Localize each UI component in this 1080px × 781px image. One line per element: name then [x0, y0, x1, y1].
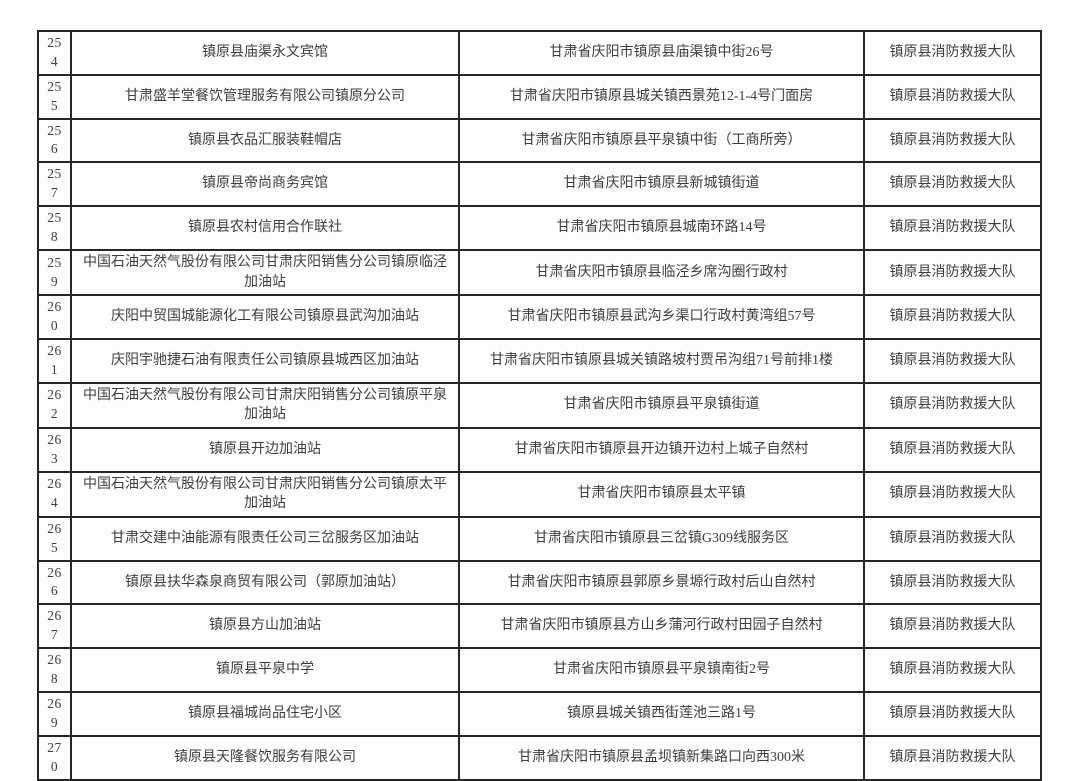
table-row: 270 镇原县天隆餐饮服务有限公司 甘肃省庆阳市镇原县孟坝镇新集路口向西300米… [37, 734, 1042, 781]
unit-name-cell: 镇原县帝尚商务宾馆 [70, 161, 460, 208]
row-number-cell: 258 [37, 205, 72, 251]
row-number-cell: 265 [37, 515, 72, 562]
row-number-cell: 267 [37, 603, 72, 650]
fire-brigade-cell: 镇原县消防救援大队 [863, 73, 1042, 120]
fire-brigade-cell: 镇原县消防救援大队 [863, 294, 1042, 340]
fire-brigade-cell: 镇原县消防救援大队 [863, 381, 1042, 429]
fire-brigade-cell: 镇原县消防救援大队 [863, 426, 1042, 473]
address-cell: 甘肃省庆阳市镇原县城关镇路坡村贾吊沟组71号前排1楼 [458, 337, 865, 384]
row-number-cell: 259 [37, 248, 72, 297]
row-number-cell: 270 [37, 734, 72, 781]
fire-brigade-cell: 镇原县消防救援大队 [863, 205, 1042, 251]
establishments-table: 254 镇原县庙渠永文宾馆 甘肃省庆阳市镇原县庙渠镇中街26号 镇原县消防救援大… [37, 30, 1042, 781]
address-cell: 甘肃省庆阳市镇原县新城镇街道 [458, 161, 865, 208]
unit-name-cell: 镇原县衣品汇服装鞋帽店 [70, 117, 460, 164]
table-row: 269 镇原县福城尚品住宅小区 镇原县城关镇西街莲池三路1号 镇原县消防救援大队 [37, 690, 1042, 737]
row-number-cell: 269 [37, 690, 72, 737]
unit-name-cell: 中国石油天然气股份有限公司甘肃庆阳销售分公司镇原太平加油站 [70, 470, 460, 518]
fire-brigade-cell: 镇原县消防救援大队 [863, 117, 1042, 164]
unit-name-cell: 庆阳中贸国城能源化工有限公司镇原县武沟加油站 [70, 294, 460, 340]
table-row: 267 镇原县方山加油站 甘肃省庆阳市镇原县方山乡蒲河行政村田园子自然村 镇原县… [37, 603, 1042, 650]
table-row: 268 镇原县平泉中学 甘肃省庆阳市镇原县平泉镇南街2号 镇原县消防救援大队 [37, 647, 1042, 693]
fire-brigade-cell: 镇原县消防救援大队 [863, 690, 1042, 737]
fire-brigade-cell: 镇原县消防救援大队 [863, 734, 1042, 781]
row-number-cell: 268 [37, 647, 72, 693]
fire-brigade-cell: 镇原县消防救援大队 [863, 603, 1042, 650]
row-number-cell: 257 [37, 161, 72, 208]
row-number-cell: 264 [37, 470, 72, 518]
row-number-cell: 256 [37, 117, 72, 164]
address-cell: 甘肃省庆阳市镇原县城关镇西景苑12-1-4号门面房 [458, 73, 865, 120]
table-row: 266 镇原县扶华森泉商贸有限公司（郭原加油站） 甘肃省庆阳市镇原县郭原乡景塬行… [37, 559, 1042, 606]
row-number-cell: 263 [37, 426, 72, 473]
unit-name-cell: 镇原县扶华森泉商贸有限公司（郭原加油站） [70, 559, 460, 606]
table-row: 260 庆阳中贸国城能源化工有限公司镇原县武沟加油站 甘肃省庆阳市镇原县武沟乡渠… [37, 294, 1042, 340]
address-cell: 镇原县城关镇西街莲池三路1号 [458, 690, 865, 737]
unit-name-cell: 庆阳宇驰捷石油有限责任公司镇原县城西区加油站 [70, 337, 460, 384]
row-number-cell: 261 [37, 337, 72, 384]
table-row: 261 庆阳宇驰捷石油有限责任公司镇原县城西区加油站 甘肃省庆阳市镇原县城关镇路… [37, 337, 1042, 384]
table-row: 254 镇原县庙渠永文宾馆 甘肃省庆阳市镇原县庙渠镇中街26号 镇原县消防救援大… [37, 30, 1042, 76]
address-cell: 甘肃省庆阳市镇原县武沟乡渠口行政村黄湾组57号 [458, 294, 865, 340]
address-cell: 甘肃省庆阳市镇原县太平镇 [458, 470, 865, 518]
table-row: 256 镇原县衣品汇服装鞋帽店 甘肃省庆阳市镇原县平泉镇中街（工商所旁） 镇原县… [37, 117, 1042, 164]
unit-name-cell: 中国石油天然气股份有限公司甘肃庆阳销售分公司镇原临泾加油站 [70, 248, 460, 297]
address-cell: 甘肃省庆阳市镇原县庙渠镇中街26号 [458, 30, 865, 76]
fire-brigade-cell: 镇原县消防救援大队 [863, 470, 1042, 518]
row-number-cell: 255 [37, 73, 72, 120]
unit-name-cell: 镇原县农村信用合作联社 [70, 205, 460, 251]
row-number-cell: 260 [37, 294, 72, 340]
fire-brigade-cell: 镇原县消防救援大队 [863, 515, 1042, 562]
table-row: 257 镇原县帝尚商务宾馆 甘肃省庆阳市镇原县新城镇街道 镇原县消防救援大队 [37, 161, 1042, 208]
table-row: 258 镇原县农村信用合作联社 甘肃省庆阳市镇原县城南环路14号 镇原县消防救援… [37, 205, 1042, 251]
table-row: 264 中国石油天然气股份有限公司甘肃庆阳销售分公司镇原太平加油站 甘肃省庆阳市… [37, 470, 1042, 518]
unit-name-cell: 镇原县开边加油站 [70, 426, 460, 473]
unit-name-cell: 镇原县平泉中学 [70, 647, 460, 693]
table-row: 259 中国石油天然气股份有限公司甘肃庆阳销售分公司镇原临泾加油站 甘肃省庆阳市… [37, 248, 1042, 297]
table-row: 255 甘肃盛羊堂餐饮管理服务有限公司镇原分公司 甘肃省庆阳市镇原县城关镇西景苑… [37, 73, 1042, 120]
unit-name-cell: 镇原县福城尚品住宅小区 [70, 690, 460, 737]
address-cell: 甘肃省庆阳市镇原县平泉镇中街（工商所旁） [458, 117, 865, 164]
fire-brigade-cell: 镇原县消防救援大队 [863, 161, 1042, 208]
row-number-cell: 266 [37, 559, 72, 606]
unit-name-cell: 甘肃交建中油能源有限责任公司三岔服务区加油站 [70, 515, 460, 562]
table-body: 254 镇原县庙渠永文宾馆 甘肃省庆阳市镇原县庙渠镇中街26号 镇原县消防救援大… [37, 30, 1042, 781]
row-number-cell: 254 [37, 30, 72, 76]
address-cell: 甘肃省庆阳市镇原县平泉镇街道 [458, 381, 865, 429]
table-row: 262 中国石油天然气股份有限公司甘肃庆阳销售分公司镇原平泉加油站 甘肃省庆阳市… [37, 381, 1042, 429]
fire-brigade-cell: 镇原县消防救援大队 [863, 30, 1042, 76]
address-cell: 甘肃省庆阳市镇原县临泾乡席沟圈行政村 [458, 248, 865, 297]
address-cell: 甘肃省庆阳市镇原县三岔镇G309线服务区 [458, 515, 865, 562]
address-cell: 甘肃省庆阳市镇原县孟坝镇新集路口向西300米 [458, 734, 865, 781]
row-number-cell: 262 [37, 381, 72, 429]
fire-brigade-cell: 镇原县消防救援大队 [863, 559, 1042, 606]
fire-brigade-cell: 镇原县消防救援大队 [863, 337, 1042, 384]
table-row: 265 甘肃交建中油能源有限责任公司三岔服务区加油站 甘肃省庆阳市镇原县三岔镇G… [37, 515, 1042, 562]
unit-name-cell: 镇原县庙渠永文宾馆 [70, 30, 460, 76]
fire-brigade-cell: 镇原县消防救援大队 [863, 248, 1042, 297]
address-cell: 甘肃省庆阳市镇原县平泉镇南街2号 [458, 647, 865, 693]
address-cell: 甘肃省庆阳市镇原县方山乡蒲河行政村田园子自然村 [458, 603, 865, 650]
address-cell: 甘肃省庆阳市镇原县郭原乡景塬行政村后山自然村 [458, 559, 865, 606]
unit-name-cell: 中国石油天然气股份有限公司甘肃庆阳销售分公司镇原平泉加油站 [70, 381, 460, 429]
address-cell: 甘肃省庆阳市镇原县城南环路14号 [458, 205, 865, 251]
unit-name-cell: 镇原县方山加油站 [70, 603, 460, 650]
unit-name-cell: 镇原县天隆餐饮服务有限公司 [70, 734, 460, 781]
unit-name-cell: 甘肃盛羊堂餐饮管理服务有限公司镇原分公司 [70, 73, 460, 120]
table-row: 263 镇原县开边加油站 甘肃省庆阳市镇原县开边镇开边村上城子自然村 镇原县消防… [37, 426, 1042, 473]
address-cell: 甘肃省庆阳市镇原县开边镇开边村上城子自然村 [458, 426, 865, 473]
fire-brigade-cell: 镇原县消防救援大队 [863, 647, 1042, 693]
